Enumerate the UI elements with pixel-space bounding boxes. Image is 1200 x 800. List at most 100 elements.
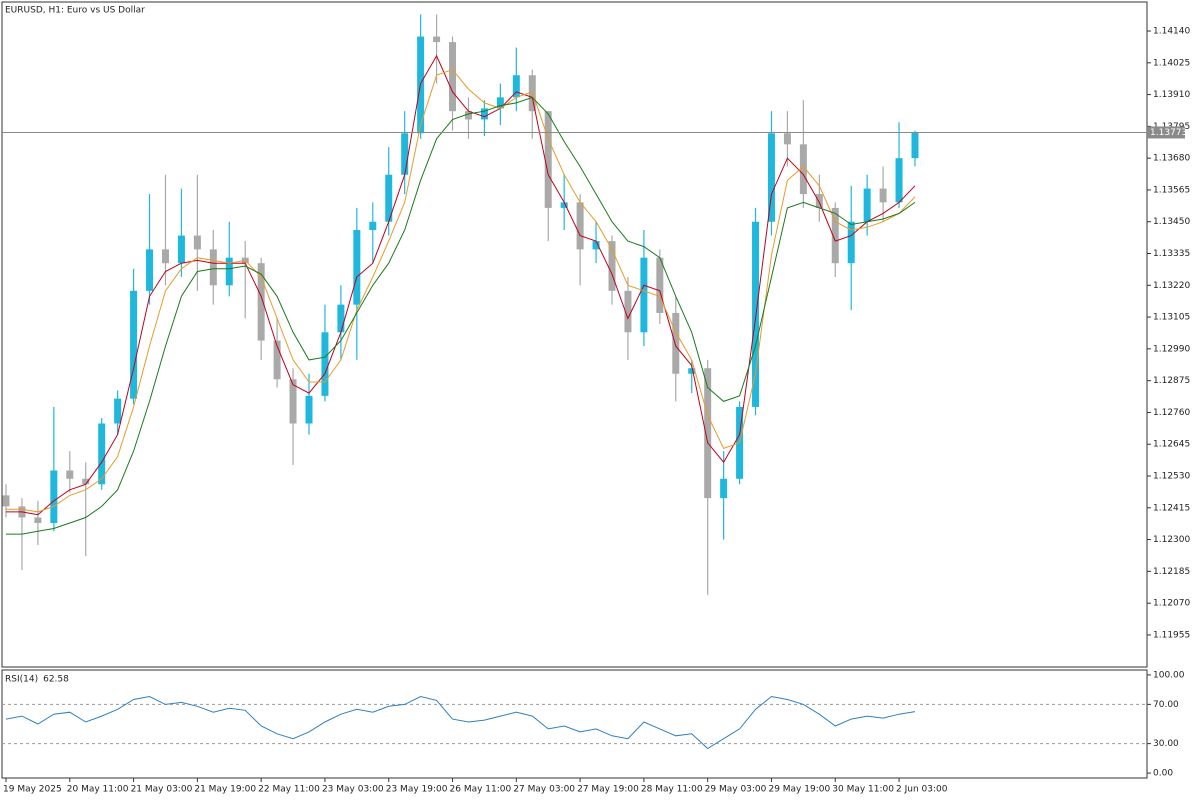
candle-body [560, 202, 568, 208]
y-tick-label: 1.12875 [1153, 376, 1190, 386]
candle-body [353, 230, 361, 305]
chart-title: EURUSD, H1: Euro vs US Dollar [5, 6, 145, 16]
x-tick-label: 27 May 03:00 [513, 785, 575, 795]
x-tick-label: 21 May 19:00 [194, 785, 256, 795]
candle-body [592, 241, 600, 250]
candle-body [783, 133, 791, 145]
candle-body [193, 235, 201, 250]
y-tick-label: 1.13680 [1153, 154, 1190, 164]
rsi-line [5, 695, 916, 750]
candle-body [161, 249, 169, 264]
y-tick-label: 1.12645 [1153, 440, 1190, 450]
x-tick-label: 23 May 19:00 [386, 785, 448, 795]
candle-body [401, 133, 409, 175]
candle-body [815, 194, 823, 208]
candle-body [863, 188, 871, 222]
candle-body [82, 478, 90, 485]
candle-body [688, 368, 696, 374]
candle-body [66, 470, 74, 479]
x-tick-label: 19 May 2025 [3, 785, 62, 795]
candle-body [640, 257, 648, 333]
candle-body [608, 241, 616, 291]
candle-body [257, 263, 265, 341]
candle-body [480, 108, 488, 120]
candle-body [369, 221, 377, 231]
y-tick-label: 1.12530 [1153, 472, 1190, 482]
price-label: 1.13773 [1150, 128, 1187, 138]
y-tick-label: 1.12070 [1153, 599, 1190, 609]
candle-body [433, 36, 441, 43]
y-tick-label: 1.13335 [1153, 249, 1190, 259]
x-tick-label: 29 May 19:00 [768, 785, 830, 795]
y-tick-label: 1.13565 [1153, 185, 1190, 195]
candle-body [576, 202, 584, 250]
y-tick-label: 1.13450 [1153, 217, 1190, 227]
x-tick-label: 2 Jun 03:00 [896, 785, 948, 795]
x-tick-label: 21 May 03:00 [131, 785, 193, 795]
candle-body [624, 290, 632, 333]
x-tick-label: 26 May 11:00 [450, 785, 512, 795]
candle-body [544, 111, 552, 208]
candle-body [130, 290, 138, 399]
candle-body [656, 257, 664, 313]
candle-body [767, 133, 775, 222]
y-tick-label: 1.13220 [1153, 281, 1190, 291]
candle-body [752, 221, 760, 407]
candle-body [672, 312, 680, 374]
x-tick-label: 23 May 03:00 [322, 785, 384, 795]
candle-body [273, 340, 281, 380]
rsi-value: 62.58 [43, 675, 69, 685]
y-tick-label: 70.00 [1153, 700, 1179, 710]
candle-body [831, 207, 839, 264]
candle-body [289, 379, 297, 424]
y-tick-label: 1.12990 [1153, 344, 1190, 354]
candle-body [146, 249, 154, 291]
candle-body [177, 235, 185, 264]
y-tick-label: 1.14025 [1153, 58, 1190, 68]
candle-body [464, 111, 472, 120]
candle-body [321, 332, 329, 396]
x-tick-label: 20 May 11:00 [67, 785, 129, 795]
y-tick-label: 1.12185 [1153, 567, 1190, 577]
y-tick-label: 30.00 [1153, 739, 1179, 749]
candle-body [34, 517, 42, 523]
y-tick-label: 1.14140 [1153, 27, 1190, 37]
candle-body [847, 221, 855, 264]
x-tick-label: 28 May 11:00 [641, 785, 703, 795]
moving-average [6, 54, 916, 516]
y-tick-label: 1.12760 [1153, 408, 1190, 418]
x-tick-label: 30 May 11:00 [832, 785, 894, 795]
x-tick-label: 29 May 03:00 [705, 785, 767, 795]
candle-body [225, 257, 233, 286]
moving-average [6, 96, 916, 535]
candle-body [911, 132, 919, 159]
candle-body [704, 368, 712, 499]
candle-body [50, 470, 58, 523]
y-tick-label: 1.11955 [1153, 630, 1190, 640]
candle-body [337, 304, 345, 333]
x-tick-label: 22 May 11:00 [258, 785, 320, 795]
y-tick-label: 100.00 [1153, 670, 1185, 680]
moving-average [6, 69, 916, 513]
candle-body [879, 188, 887, 203]
candle-body [720, 478, 728, 499]
candle-body [305, 395, 313, 424]
candle-body [209, 249, 217, 286]
y-tick-label: 0.00 [1153, 769, 1173, 779]
candle-body [449, 42, 457, 112]
price-label-box [1147, 126, 1185, 139]
y-tick-label: 1.12300 [1153, 535, 1190, 545]
candle-body [512, 75, 520, 98]
rsi-title: RSI(14) [5, 675, 38, 685]
rsi-panel [1, 669, 1148, 779]
candle-body [496, 97, 504, 109]
candle-body [895, 158, 903, 203]
candle-body [385, 174, 393, 222]
y-tick-label: 1.13105 [1153, 313, 1190, 323]
candle-body [2, 495, 10, 507]
main-panel [1, 1, 1148, 668]
candle-body [98, 423, 106, 485]
y-tick-label: 1.12415 [1153, 503, 1190, 513]
y-tick-label: 1.13910 [1153, 90, 1190, 100]
